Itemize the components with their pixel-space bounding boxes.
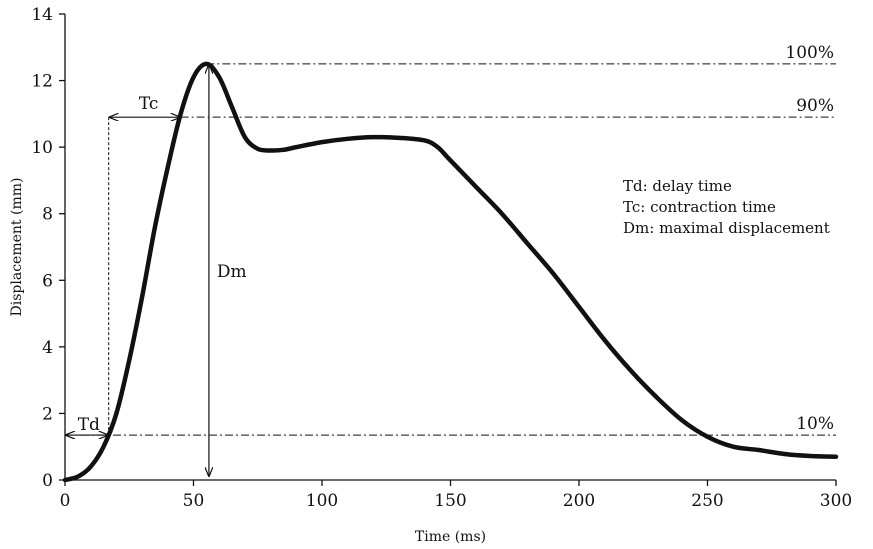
- reference-line-label: 90%: [796, 96, 834, 116]
- x-tick-label: 300: [820, 491, 852, 511]
- tc-label: Tc: [139, 94, 159, 114]
- displacement-curve: [62, 61, 839, 483]
- legend-entry-dm: Dm: maximal displacement: [623, 219, 830, 237]
- y-axis-title: Displacement (mm): [9, 178, 25, 317]
- x-tick-label: 0: [60, 491, 71, 511]
- reference-line-label: 10%: [796, 414, 834, 434]
- x-tick-label: 50: [183, 491, 205, 511]
- axes: [64, 14, 836, 481]
- y-tick-label: 0: [42, 471, 53, 491]
- x-axis-title: Time (ms): [415, 529, 486, 545]
- y-tick-label: 12: [31, 72, 53, 92]
- legend-entry-tc: Tc: contraction time: [623, 198, 776, 216]
- x-tick-label: 200: [563, 491, 595, 511]
- y-tick-label: 10: [31, 138, 53, 158]
- annotations: Td Tc Dm: [66, 65, 247, 476]
- y-tick-label: 14: [31, 5, 53, 25]
- x-tick-label: 100: [306, 491, 338, 511]
- x-tick-label: 150: [434, 491, 466, 511]
- legend: Td: delay time Tc: contraction time Dm: …: [623, 177, 830, 237]
- y-tick-label: 8: [42, 205, 53, 225]
- y-tick-label: 2: [42, 404, 53, 424]
- y-tick-label: 4: [42, 338, 53, 358]
- legend-entry-td: Td: delay time: [623, 177, 732, 195]
- y-tick-label: 6: [42, 271, 53, 291]
- reference-lines: 100% 90% 10%: [65, 43, 836, 436]
- dm-label: Dm: [217, 262, 247, 282]
- x-ticks: 0 50 100 150 200 250 300: [60, 480, 852, 511]
- reference-line-label: 100%: [785, 43, 834, 63]
- x-tick-label: 250: [691, 491, 723, 511]
- td-label: Td: [78, 415, 100, 435]
- y-ticks: 0 2 4 6 8 10 12 14: [31, 5, 65, 491]
